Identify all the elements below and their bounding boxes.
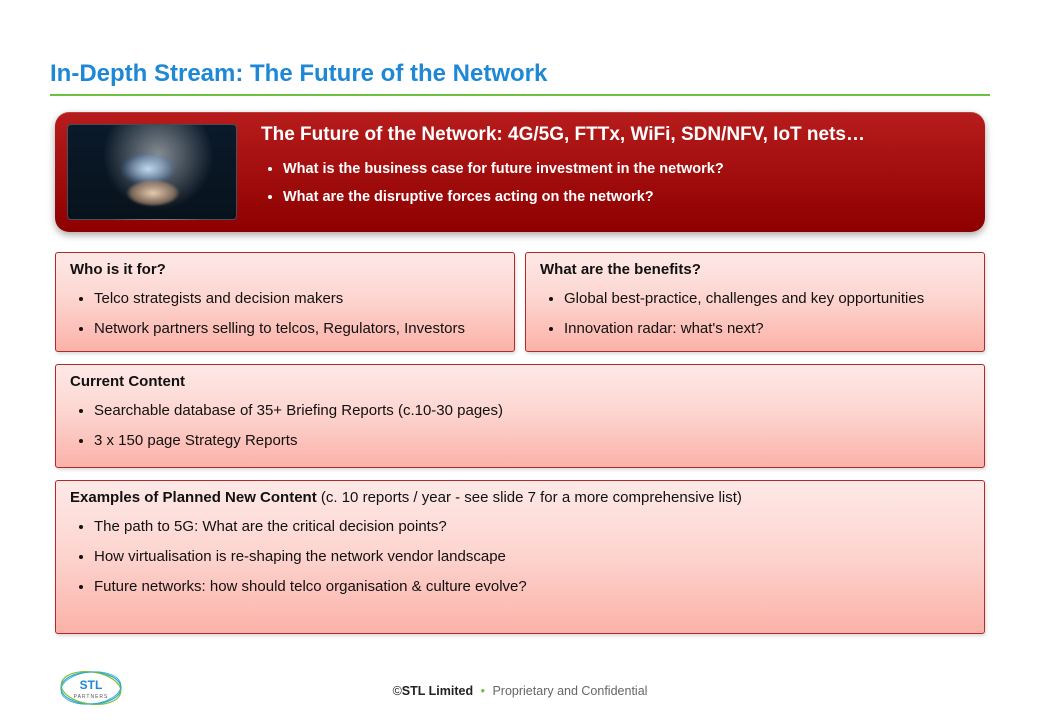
hero-bullet: What are the disruptive forces acting on… — [283, 184, 967, 212]
list-item: How virtualisation is re-shaping the net… — [94, 542, 970, 572]
card-title: Examples of Planned New Content (c. 10 r… — [70, 489, 970, 506]
hero-text: The Future of the Network: 4G/5G, FTTx, … — [237, 112, 985, 232]
list-item: The path to 5G: What are the critical de… — [94, 512, 970, 542]
list-item: Global best-practice, challenges and key… — [564, 284, 970, 314]
slide-title: In-Depth Stream: The Future of the Netwo… — [50, 60, 547, 88]
stl-partners-logo: STL PARTNERS — [55, 668, 127, 708]
title-underline — [50, 94, 990, 96]
footer-confidential: Proprietary and Confidential — [492, 684, 647, 698]
card-planned-content: Examples of Planned New Content (c. 10 r… — [55, 480, 985, 634]
footer-separator-icon: • — [477, 684, 489, 698]
card-current-content: Current Content Searchable database of 3… — [55, 364, 985, 468]
hero-title: The Future of the Network: 4G/5G, FTTx, … — [261, 124, 967, 146]
list-item: Future networks: how should telco organi… — [94, 572, 970, 602]
logo-text-sub: PARTNERS — [74, 694, 109, 700]
card-title: Current Content — [70, 373, 970, 390]
card-title: Who is it for? — [70, 261, 500, 278]
card-title: What are the benefits? — [540, 261, 970, 278]
card-title-note: (c. 10 reports / year - see slide 7 for … — [317, 489, 742, 506]
footer: STL PARTNERS ©STL Limited • Proprietary … — [0, 668, 1040, 708]
card-benefits: What are the benefits? Global best-pract… — [525, 252, 985, 352]
card-who-is-it-for: Who is it for? Telco strategists and dec… — [55, 252, 515, 352]
list-item: Searchable database of 35+ Briefing Repo… — [94, 396, 970, 426]
footer-company: STL Limited — [402, 684, 473, 698]
footer-text: ©STL Limited • Proprietary and Confident… — [393, 684, 648, 698]
hero-bullet: What is the business case for future inv… — [283, 156, 967, 184]
list-item: Telco strategists and decision makers — [94, 284, 500, 314]
hero-panel: The Future of the Network: 4G/5G, FTTx, … — [55, 112, 985, 232]
list-item: Network partners selling to telcos, Regu… — [94, 314, 500, 344]
copyright-symbol: © — [393, 684, 402, 698]
list-item: Innovation radar: what's next? — [564, 314, 970, 344]
list-item: 3 x 150 page Strategy Reports — [94, 426, 970, 456]
logo-text-main: STL — [80, 678, 103, 692]
hero-image — [67, 124, 237, 220]
card-title-main: Examples of Planned New Content — [70, 489, 317, 506]
hero-bullets: What is the business case for future inv… — [261, 156, 967, 211]
